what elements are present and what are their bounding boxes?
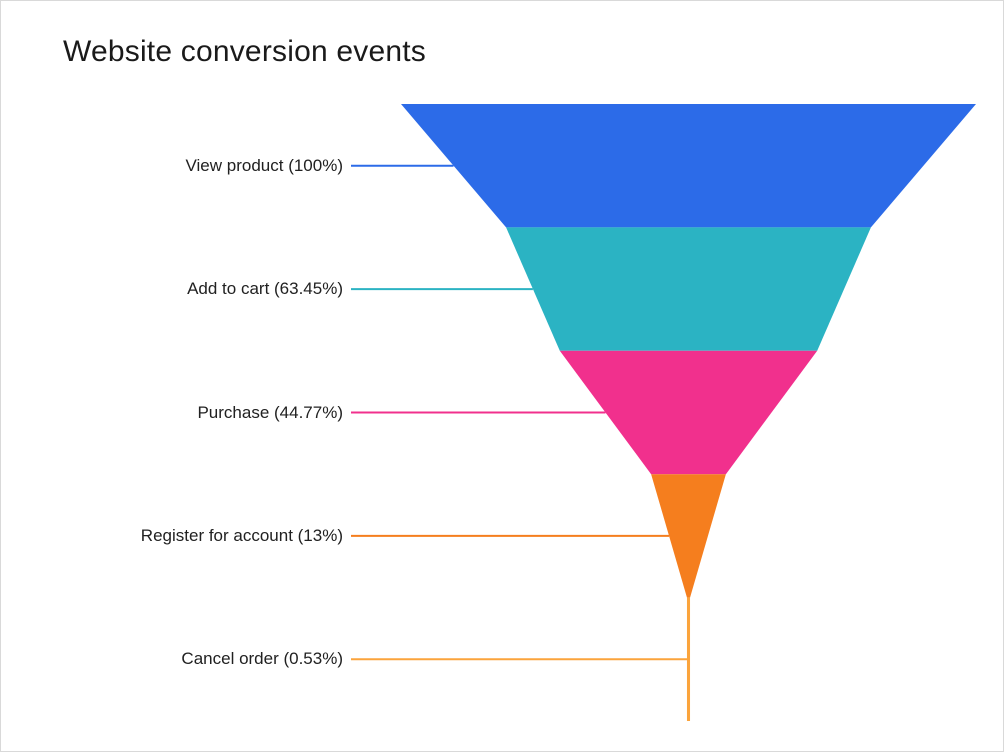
funnel-segment-purchase	[559, 350, 818, 475]
funnel-segment-add-to-cart	[506, 227, 871, 351]
funnel-segment-register-for-account	[651, 474, 726, 598]
funnel-segment-view-product	[401, 104, 976, 228]
funnel-segment-cancel-order	[686, 597, 691, 721]
chart-title: Website conversion events	[63, 35, 426, 68]
